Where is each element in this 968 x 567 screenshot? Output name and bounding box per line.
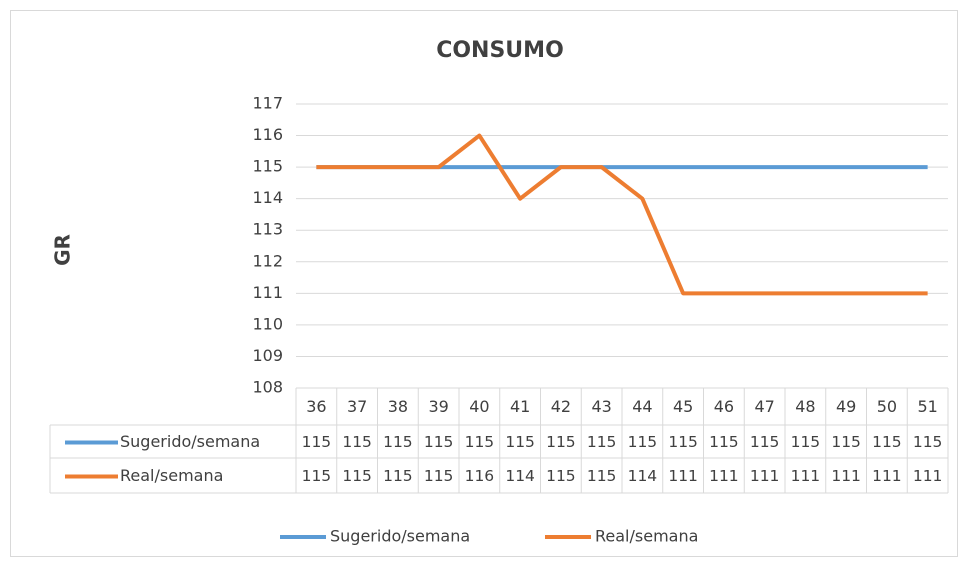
table-value: 115 [750,433,780,451]
table-value: 115 [791,433,821,451]
x-tick-label: 41 [510,397,530,416]
table-value: 115 [872,433,902,451]
table-value: 111 [750,467,780,485]
x-tick-label: 47 [754,397,774,416]
table-value: 114 [628,467,658,485]
y-tick-label: 109 [252,346,283,365]
table-value: 114 [505,467,535,485]
table-value: 116 [465,467,495,485]
y-tick-label: 115 [252,157,283,176]
y-tick-label: 111 [252,283,283,302]
chart-title: CONSUMO [436,38,564,63]
y-tick-label: 117 [252,94,283,113]
table-value: 111 [791,467,821,485]
y-tick-label: 108 [252,378,283,397]
table-value: 115 [424,467,454,485]
x-tick-label: 39 [428,397,448,416]
table-value: 115 [383,433,413,451]
table-value: 115 [587,433,617,451]
legend-label: Real/semana [595,527,698,546]
x-tick-label: 48 [795,397,815,416]
x-tick-label: 37 [347,397,367,416]
table-value: 115 [628,433,658,451]
table-value: 115 [505,433,535,451]
table-value: 115 [546,433,576,451]
x-tick-label: 46 [714,397,734,416]
table-value: 115 [302,433,332,451]
table-value: 115 [383,467,413,485]
x-tick-label: 49 [836,397,856,416]
x-tick-label: 43 [591,397,611,416]
x-tick-label: 40 [469,397,489,416]
table-value: 111 [831,467,861,485]
table-value: 115 [668,433,698,451]
x-tick-label: 42 [551,397,571,416]
table-value: 115 [546,467,576,485]
x-tick-label: 45 [673,397,693,416]
chart-border [10,10,958,557]
table-value: 115 [342,467,372,485]
legend-label: Sugerido/semana [330,527,470,546]
table-value: 115 [424,433,454,451]
table-legend-label: Real/semana [120,466,223,485]
table-value: 115 [587,467,617,485]
table-value: 115 [342,433,372,451]
x-tick-label: 38 [388,397,408,416]
series-line [316,133,928,296]
table-legend-label: Sugerido/semana [120,432,260,451]
table-value: 115 [302,467,332,485]
table-value: 115 [913,433,943,451]
table-value: 115 [709,433,739,451]
x-tick-label: 36 [306,397,326,416]
y-tick-label: 113 [252,220,283,239]
y-axis-title: GR [51,234,75,266]
y-tick-label: 116 [252,125,283,144]
x-tick-label: 44 [632,397,652,416]
x-tick-label: 50 [877,397,897,416]
y-tick-label: 114 [252,188,283,207]
table-value: 111 [872,467,902,485]
table-value: 111 [913,467,943,485]
table-value: 111 [709,467,739,485]
y-tick-label: 110 [252,314,283,333]
x-tick-label: 51 [917,397,937,416]
table-value: 111 [668,467,698,485]
table-value: 115 [465,433,495,451]
y-tick-label: 112 [252,251,283,270]
table-value: 115 [831,433,861,451]
